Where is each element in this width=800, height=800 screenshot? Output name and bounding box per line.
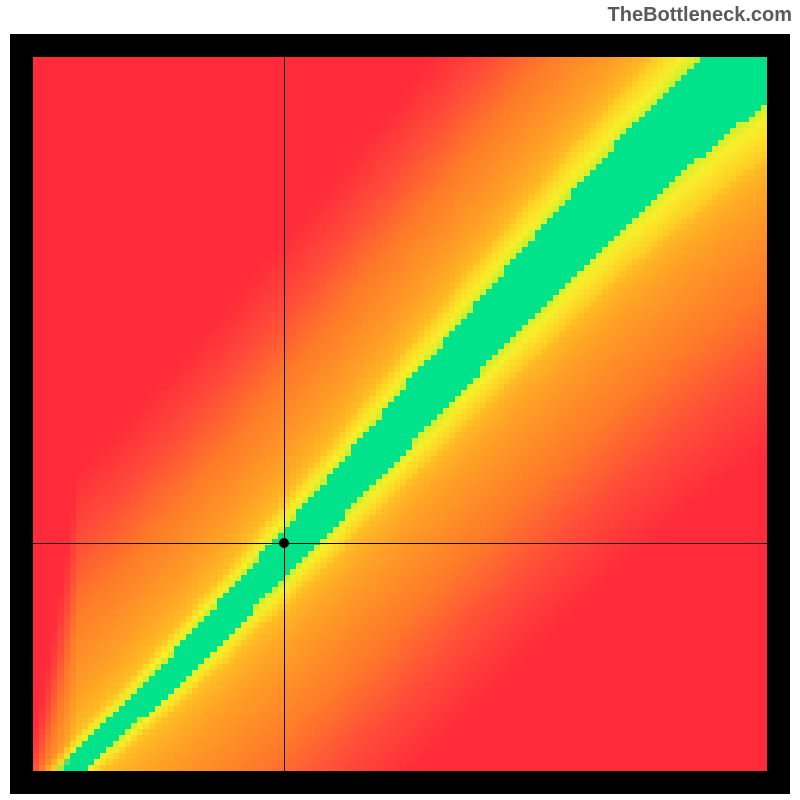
- plot-area: [33, 57, 767, 771]
- marker-dot: [279, 538, 289, 548]
- attribution-text: TheBottleneck.com: [608, 4, 792, 27]
- chart-container: { "attribution": { "text": "TheBottlenec…: [0, 0, 800, 800]
- heatmap-canvas: [33, 57, 767, 771]
- crosshair-horizontal: [33, 543, 767, 544]
- crosshair-vertical: [284, 57, 285, 771]
